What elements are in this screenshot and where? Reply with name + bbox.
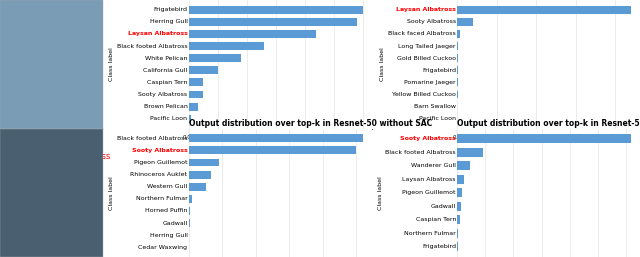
Bar (458, 134, 631, 143)
Bar (189, 183, 205, 191)
Bar (458, 161, 470, 170)
Bar (189, 146, 356, 154)
Y-axis label: Class label: Class label (109, 176, 114, 210)
Bar (458, 188, 463, 197)
Bar (458, 30, 460, 38)
Bar (189, 30, 316, 38)
Y-axis label: Class label: Class label (380, 47, 385, 81)
Bar (458, 6, 631, 14)
Bar (458, 18, 473, 26)
Bar (189, 134, 363, 142)
Bar (189, 159, 219, 167)
Bar (189, 195, 191, 203)
X-axis label: Confident score (%): Confident score (%) (253, 141, 307, 146)
Bar (189, 78, 204, 86)
Bar (189, 66, 218, 74)
Bar (189, 103, 198, 111)
Y-axis label: Class label: Class label (378, 176, 383, 210)
Text: Ground-truth:: Ground-truth: (2, 152, 65, 161)
Bar (458, 215, 460, 224)
X-axis label: Confident score (%): Confident score (%) (522, 141, 576, 146)
Bar (189, 6, 363, 14)
Bar (189, 90, 204, 98)
Bar (189, 54, 241, 62)
Bar (189, 18, 357, 26)
Text: Output distribution over top-k in Resnet-50 without SAC: Output distribution over top-k in Resnet… (189, 119, 432, 128)
Bar (189, 115, 191, 123)
Bar (458, 148, 483, 157)
Y-axis label: Class label: Class label (109, 47, 114, 81)
Text: Output distribution over top-k in Resnet-50 with SAC: Output distribution over top-k in Resnet… (458, 119, 640, 128)
Bar (189, 42, 264, 50)
Bar (458, 175, 465, 184)
Text: Laysan Albatross: Laysan Albatross (39, 152, 111, 161)
Bar (458, 202, 461, 211)
Bar (189, 207, 190, 215)
Bar (189, 171, 211, 179)
